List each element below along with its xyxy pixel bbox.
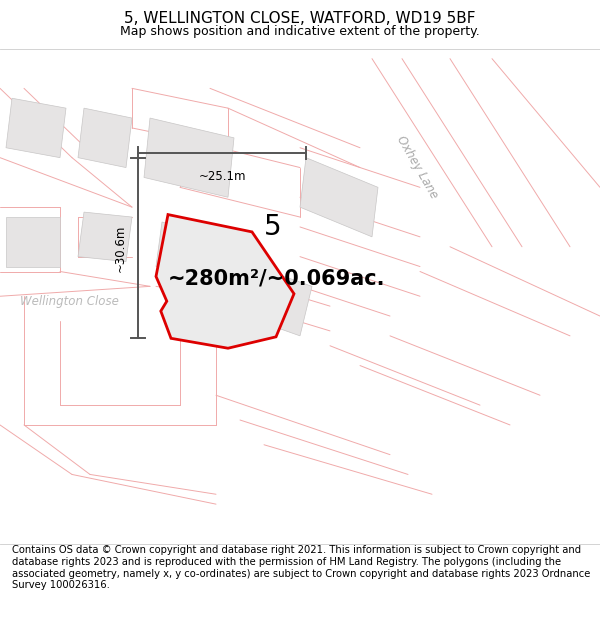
Text: Contains OS data © Crown copyright and database right 2021. This information is : Contains OS data © Crown copyright and d… [12,546,590,590]
Polygon shape [300,158,378,237]
Polygon shape [78,212,132,262]
Text: Oxhey Lane: Oxhey Lane [394,134,440,201]
Text: ~280m²/~0.069ac.: ~280m²/~0.069ac. [167,269,385,289]
Text: 5, WELLINGTON CLOSE, WATFORD, WD19 5BF: 5, WELLINGTON CLOSE, WATFORD, WD19 5BF [124,11,476,26]
Polygon shape [156,214,294,348]
Polygon shape [216,257,312,336]
Polygon shape [78,108,132,168]
Text: Wellington Close: Wellington Close [20,295,118,308]
Polygon shape [6,98,66,158]
Polygon shape [144,118,234,198]
Polygon shape [156,222,216,281]
Text: Map shows position and indicative extent of the property.: Map shows position and indicative extent… [120,25,480,38]
Text: 5: 5 [264,213,282,241]
Text: ~30.6m: ~30.6m [114,224,127,272]
Polygon shape [6,217,60,266]
Text: ~25.1m: ~25.1m [198,170,246,183]
